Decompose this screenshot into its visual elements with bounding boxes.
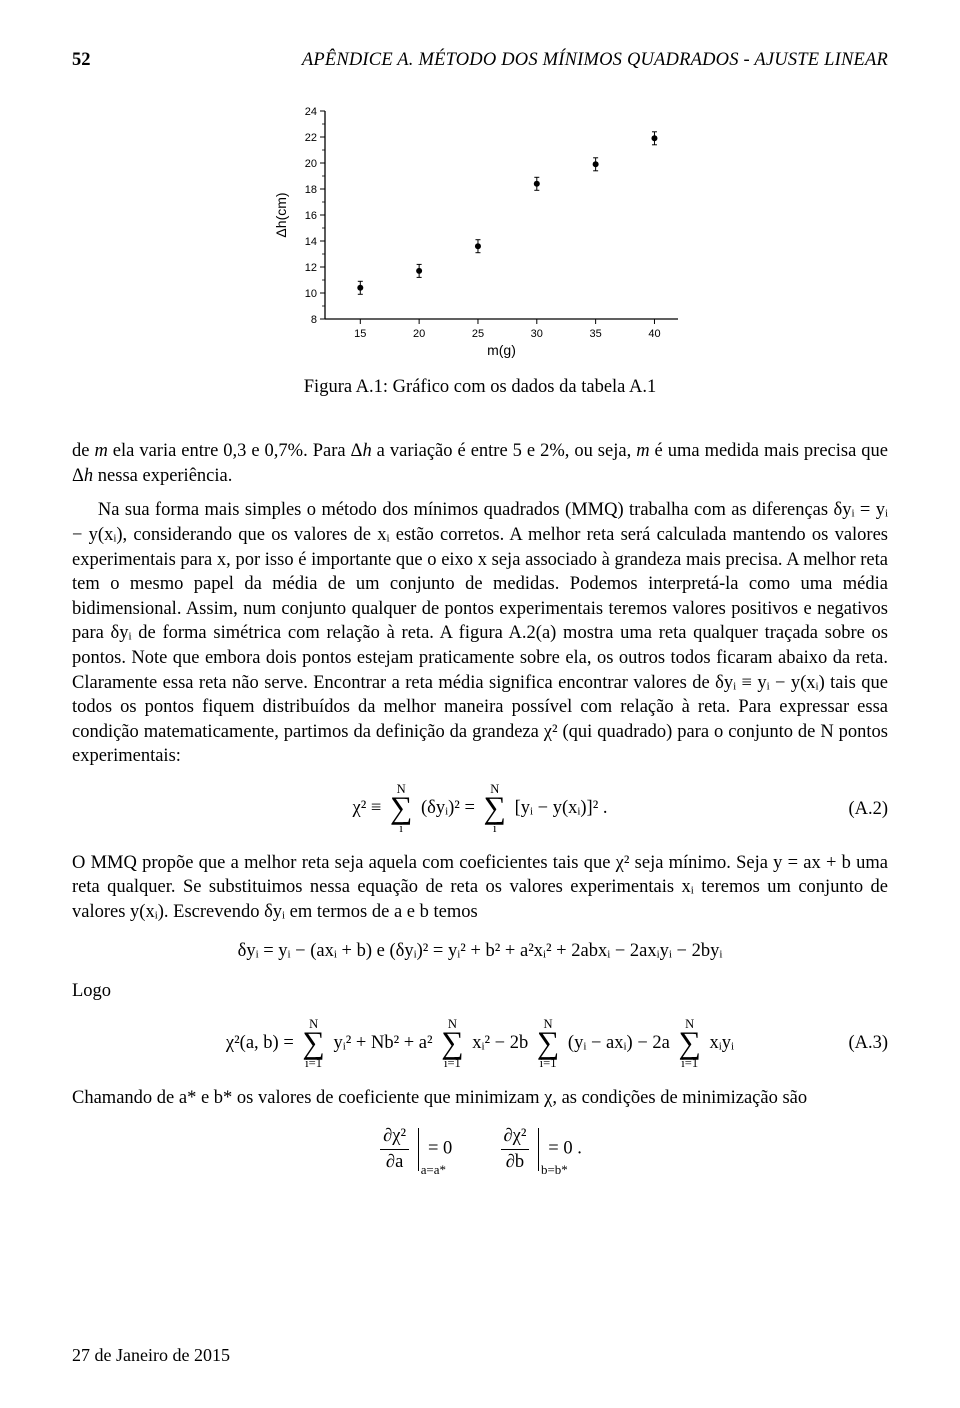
equation-number: (A.3) <box>848 1031 888 1056</box>
eqA3-t2: xᵢ² − 2b <box>472 1033 528 1053</box>
equation-A2: χ² ≡ N ∑ i (δyᵢ)² = N ∑ i [yᵢ − y(xᵢ)]² … <box>72 783 888 835</box>
p1c: ela varia entre 0,3 e 0,7%. Para Δ <box>108 441 363 461</box>
running-header: 52 APÊNDICE A. MÉTODO DOS MÍNIMOS QUADRA… <box>72 48 888 73</box>
sum-bot: i=1 <box>441 1057 463 1070</box>
svg-text:Δh(cm): Δh(cm) <box>273 192 289 237</box>
sum-icon: N ∑ i <box>390 783 412 835</box>
sum-icon: N ∑ i=1 <box>537 1018 559 1070</box>
equation-number: (A.2) <box>848 797 888 822</box>
eqA3-t3: (yᵢ − axᵢ) − 2a <box>568 1033 670 1053</box>
sum-bot: i=1 <box>302 1057 324 1070</box>
equation-A3: χ²(a, b) = N ∑ i=1 yᵢ² + Nb² + a² N ∑ i=… <box>72 1018 888 1070</box>
sum-icon: N ∑ i=1 <box>678 1018 700 1070</box>
svg-text:25: 25 <box>472 328 484 340</box>
svg-text:12: 12 <box>305 262 317 274</box>
p1e: a variação é entre 5 e 2%, ou seja, <box>372 441 636 461</box>
svg-text:35: 35 <box>590 328 602 340</box>
footer-date: 27 de Janeiro de 2015 <box>72 1344 230 1368</box>
eqA2-mid2: [yᵢ − y(xᵢ)]² . <box>515 798 608 818</box>
scatter-chart: 8 10 12 14 16 18 20 22 24 15 20 25 30 35 40 m(g) Δh(cm) <box>270 101 690 361</box>
eqA2-mid1: (δyᵢ)² = <box>421 798 475 818</box>
vbar-sub: b=b* <box>541 1161 568 1178</box>
sum-bot: i=1 <box>537 1057 559 1070</box>
vbar-icon: a=a* <box>418 1128 419 1171</box>
sum-icon: N ∑ i=1 <box>441 1018 463 1070</box>
paragraph-1: de m ela varia entre 0,3 e 0,7%. Para Δh… <box>72 439 888 488</box>
svg-text:14: 14 <box>305 236 317 248</box>
svg-text:8: 8 <box>311 314 317 326</box>
svg-text:15: 15 <box>354 328 366 340</box>
eqA3-t4: xᵢyᵢ <box>710 1033 735 1053</box>
sum-icon: N ∑ i <box>484 783 506 835</box>
frac-den: ∂a <box>380 1150 409 1175</box>
sum-icon: N ∑ i=1 <box>302 1018 324 1070</box>
svg-text:20: 20 <box>305 158 317 170</box>
svg-text:24: 24 <box>305 106 317 118</box>
frac-icon: ∂χ² ∂a <box>380 1124 409 1174</box>
paragraph-2: Na sua forma mais simples o método dos m… <box>72 498 888 769</box>
paragraph-3: O MMQ propõe que a melhor reta seja aque… <box>72 851 888 925</box>
svg-text:16: 16 <box>305 210 317 222</box>
frac-icon: ∂χ² ∂b <box>501 1124 530 1174</box>
equation-inline: δyᵢ = yᵢ − (axᵢ + b) e (δyᵢ)² = yᵢ² + b²… <box>72 939 888 964</box>
eqA3-t1: yᵢ² + Nb² + a² <box>333 1033 432 1053</box>
svg-text:22: 22 <box>305 132 317 144</box>
p1f: m <box>636 441 649 461</box>
chart-container: 8 10 12 14 16 18 20 22 24 15 20 25 30 35 40 m(g) Δh(cm) <box>72 101 888 361</box>
page-number: 52 <box>72 48 91 73</box>
svg-text:30: 30 <box>531 328 543 340</box>
p1b: m <box>94 441 107 461</box>
svg-text:18: 18 <box>305 184 317 196</box>
frac-num: ∂χ² <box>501 1124 530 1150</box>
figure-caption: Figura A.1: Gráfico com os dados da tabe… <box>72 375 888 400</box>
equation-conditions: ∂χ² ∂a a=a* = 0 ∂χ² ∂b b=b* = 0 . <box>72 1124 888 1174</box>
eqA2-lhs: χ² ≡ <box>352 798 381 818</box>
svg-text:40: 40 <box>648 328 660 340</box>
eq1: = 0 . <box>548 1139 582 1159</box>
svg-text:10: 10 <box>305 288 317 300</box>
paragraph-4: Chamando de a* e b* os valores de coefic… <box>72 1086 888 1111</box>
sum-bot: i=1 <box>678 1057 700 1070</box>
p1i: nessa experiência. <box>93 466 232 486</box>
vbar-icon: b=b* <box>538 1128 539 1171</box>
svg-text:20: 20 <box>413 328 425 340</box>
eq0: = 0 <box>428 1139 452 1159</box>
p1d: h <box>362 441 371 461</box>
svg-text:m(g): m(g) <box>487 342 516 358</box>
eq-inline-text: δyᵢ = yᵢ − (axᵢ + b) e (δyᵢ)² = yᵢ² + b²… <box>238 939 723 964</box>
eqA3-pre: χ²(a, b) = <box>226 1033 294 1053</box>
logo-text: Logo <box>72 979 888 1004</box>
p1a: de <box>72 441 94 461</box>
p1h: h <box>84 466 93 486</box>
frac-num: ∂χ² <box>380 1124 409 1150</box>
header-title: APÊNDICE A. MÉTODO DOS MÍNIMOS QUADRADOS… <box>302 48 888 73</box>
frac-den: ∂b <box>501 1150 530 1175</box>
vbar-sub: a=a* <box>421 1161 446 1178</box>
